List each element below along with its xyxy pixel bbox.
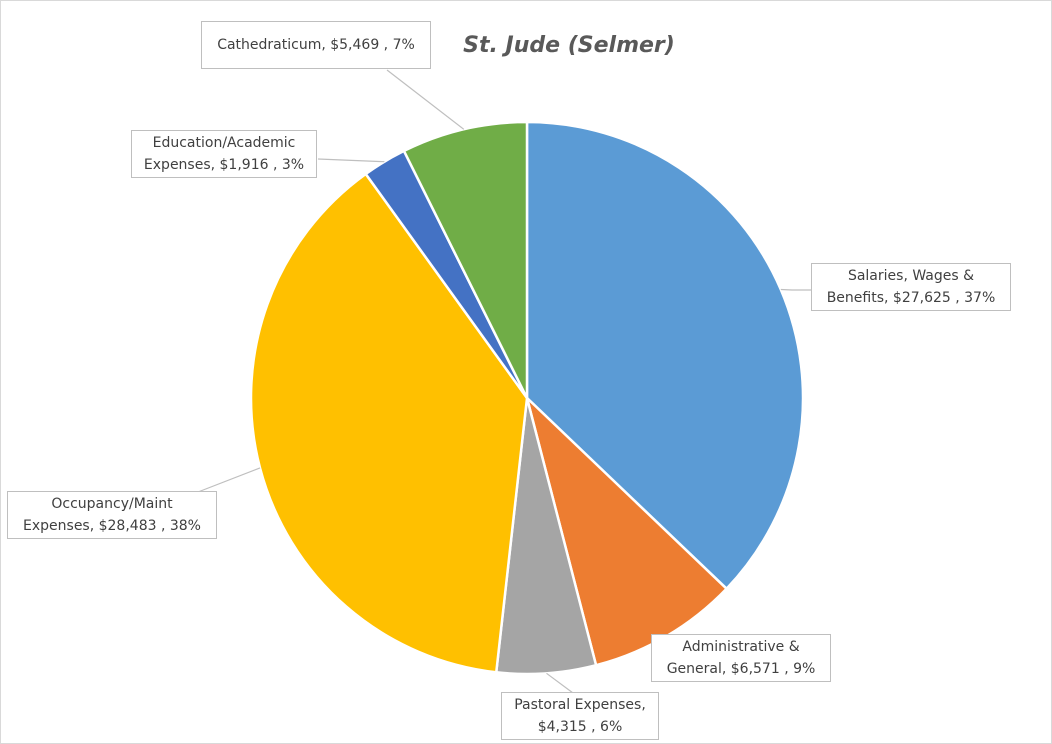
pie-slice-0: [525, 120, 805, 590]
data-label-education: Education/Academic Expenses, $1,916 , 3%: [131, 130, 317, 178]
data-label-line: Occupancy/Maint: [51, 496, 173, 512]
data-label-line: $4,315 , 6%: [537, 719, 623, 735]
data-label-administrative: Administrative & General, $6,571 , 9%: [651, 634, 831, 682]
data-label-line: Expenses, $28,483 , 38%: [23, 518, 201, 534]
pie-slices: [249, 120, 805, 676]
data-label-line: General, $6,571 , 9%: [666, 661, 816, 677]
data-label-cathedraticum: Cathedraticum, $5,469 , 7%: [201, 21, 431, 69]
data-label-line: Cathedraticum, $5,469 , 7%: [217, 37, 415, 53]
data-label-line: Pastoral Expenses,: [514, 697, 646, 713]
leader-line-2: [546, 672, 581, 694]
data-label-occupancy: Occupancy/Maint Expenses, $28,483 , 38%: [7, 491, 217, 539]
data-label-line: Salaries, Wages &: [847, 268, 975, 284]
leader-line-5: [386, 69, 465, 130]
chart-title: St. Jude (Selmer): [463, 33, 675, 58]
data-label-pastoral: Pastoral Expenses, $4,315 , 6%: [501, 692, 659, 740]
data-label-line: Education/Academic: [152, 135, 296, 151]
data-label-line: Benefits, $27,625 , 37%: [826, 290, 996, 306]
data-label-line: Administrative &: [682, 639, 800, 655]
leader-line-4: [317, 158, 385, 163]
data-label-salaries: Salaries, Wages & Benefits, $27,625 , 37…: [811, 263, 1011, 311]
leader-line-3: [197, 467, 261, 493]
leader-line-0: [780, 288, 812, 291]
pie-slice-5: [402, 120, 529, 400]
data-label-line: Expenses, $1,916 , 3%: [143, 157, 305, 173]
